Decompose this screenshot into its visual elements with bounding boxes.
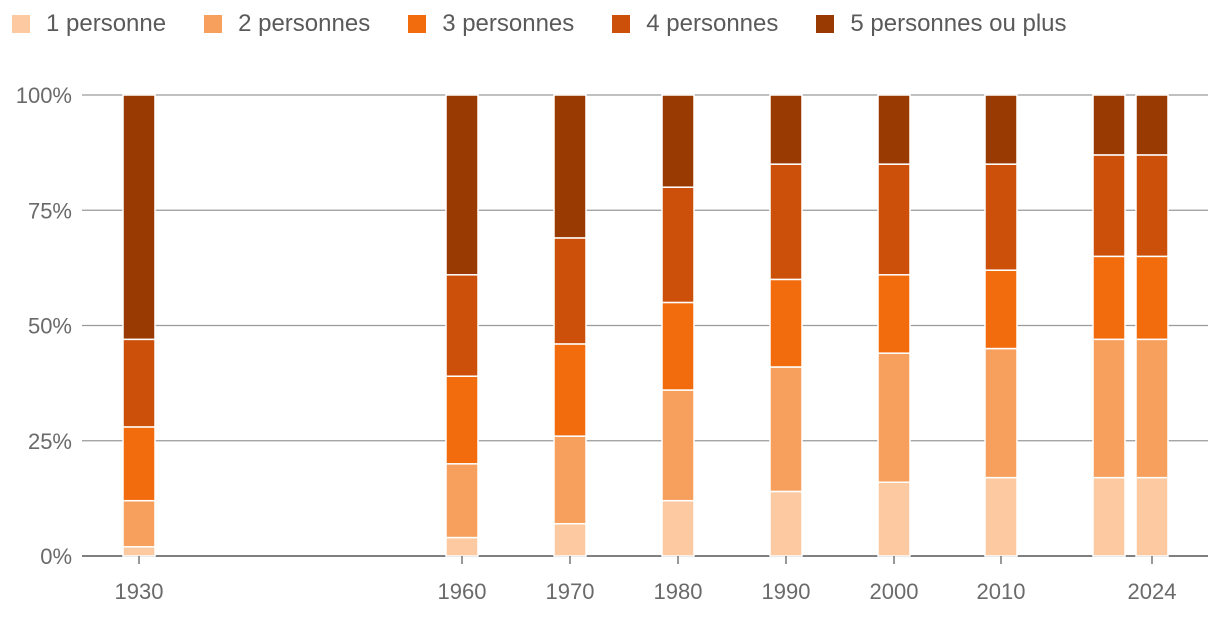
bar-segment [122,338,156,428]
bar-segment [1135,94,1169,156]
x-tick-label: 1970 [546,579,595,604]
bar-segment [877,94,911,165]
legend-swatch [12,15,30,33]
y-tick-label: 75% [28,198,72,223]
bar-segment [877,481,911,557]
bar-segment [445,536,479,557]
bar-segment [1135,476,1169,557]
bar-segment [1135,338,1169,479]
bar-segment [877,163,911,276]
bar-segment [984,476,1018,557]
bar-segment [877,274,911,354]
legend-label: 2 personnes [238,10,371,37]
bar-segment [769,490,803,557]
bar-segment [877,352,911,483]
bar-segment [984,347,1018,479]
bar-segment [1092,154,1126,258]
bar-segment [445,94,479,276]
bar-segment [661,186,695,304]
bar-segment [553,522,587,557]
bar-segment [553,343,587,437]
bar-segment [553,94,587,239]
legend-swatch [408,15,427,33]
y-tick-label: 100% [16,83,72,108]
bar-segment [1092,338,1126,479]
bar-segment [445,375,479,465]
bar-segment [984,163,1018,271]
bar-segment [661,389,695,502]
legend-label: 1 personne [46,10,167,37]
y-tick-label: 50% [28,314,72,339]
legend-item: 1 personne [12,10,166,38]
legend-swatch [612,15,631,33]
x-tick-label: 1990 [762,579,811,604]
y-tick-label: 25% [28,429,72,454]
legend-label: 5 personnes ou plus [850,10,1067,37]
legend-label: 4 personnes [646,10,779,37]
bar-segment [553,237,587,345]
bar-segment [122,499,156,548]
x-tick-label: 1930 [115,579,164,604]
bar-segment [445,463,479,539]
y-tick-label: 0% [40,544,72,569]
bar-segment [122,546,156,557]
bar-segment [769,94,803,165]
legend-item: 4 personnes [612,10,778,38]
bar-segment [1092,255,1126,341]
bar-segment [122,426,156,502]
bar-segment [984,94,1018,165]
bar-segment [1092,476,1126,557]
bar-segment [661,499,695,557]
legend-item: 3 personnes [408,10,574,38]
legend-label: 3 personnes [442,10,575,37]
bar-segment [984,269,1018,350]
bar-segment [769,278,803,368]
bar-segment [661,301,695,391]
legend-item: 2 personnes [204,10,370,38]
bar-segment [661,94,695,188]
bar-segment [1092,94,1126,156]
bar-segment [1135,255,1169,341]
bar-segment [445,274,479,377]
x-tick-label: 1960 [438,579,487,604]
x-tick-label: 2024 [1128,579,1177,604]
x-tick-label: 2010 [977,579,1026,604]
bar-segment [769,163,803,281]
chart-legend: 1 personne 2 personnes 3 personnes 4 person… [12,10,1105,38]
x-tick-label: 2000 [870,579,919,604]
bar-segment [1135,154,1169,258]
legend-item: 5 personnes ou plus [816,10,1067,38]
x-tick-label: 1980 [654,579,703,604]
bar-segment [553,435,587,525]
bar-segment [122,94,156,341]
legend-swatch [204,15,223,33]
bar-segment [769,366,803,493]
legend-swatch [816,15,835,33]
